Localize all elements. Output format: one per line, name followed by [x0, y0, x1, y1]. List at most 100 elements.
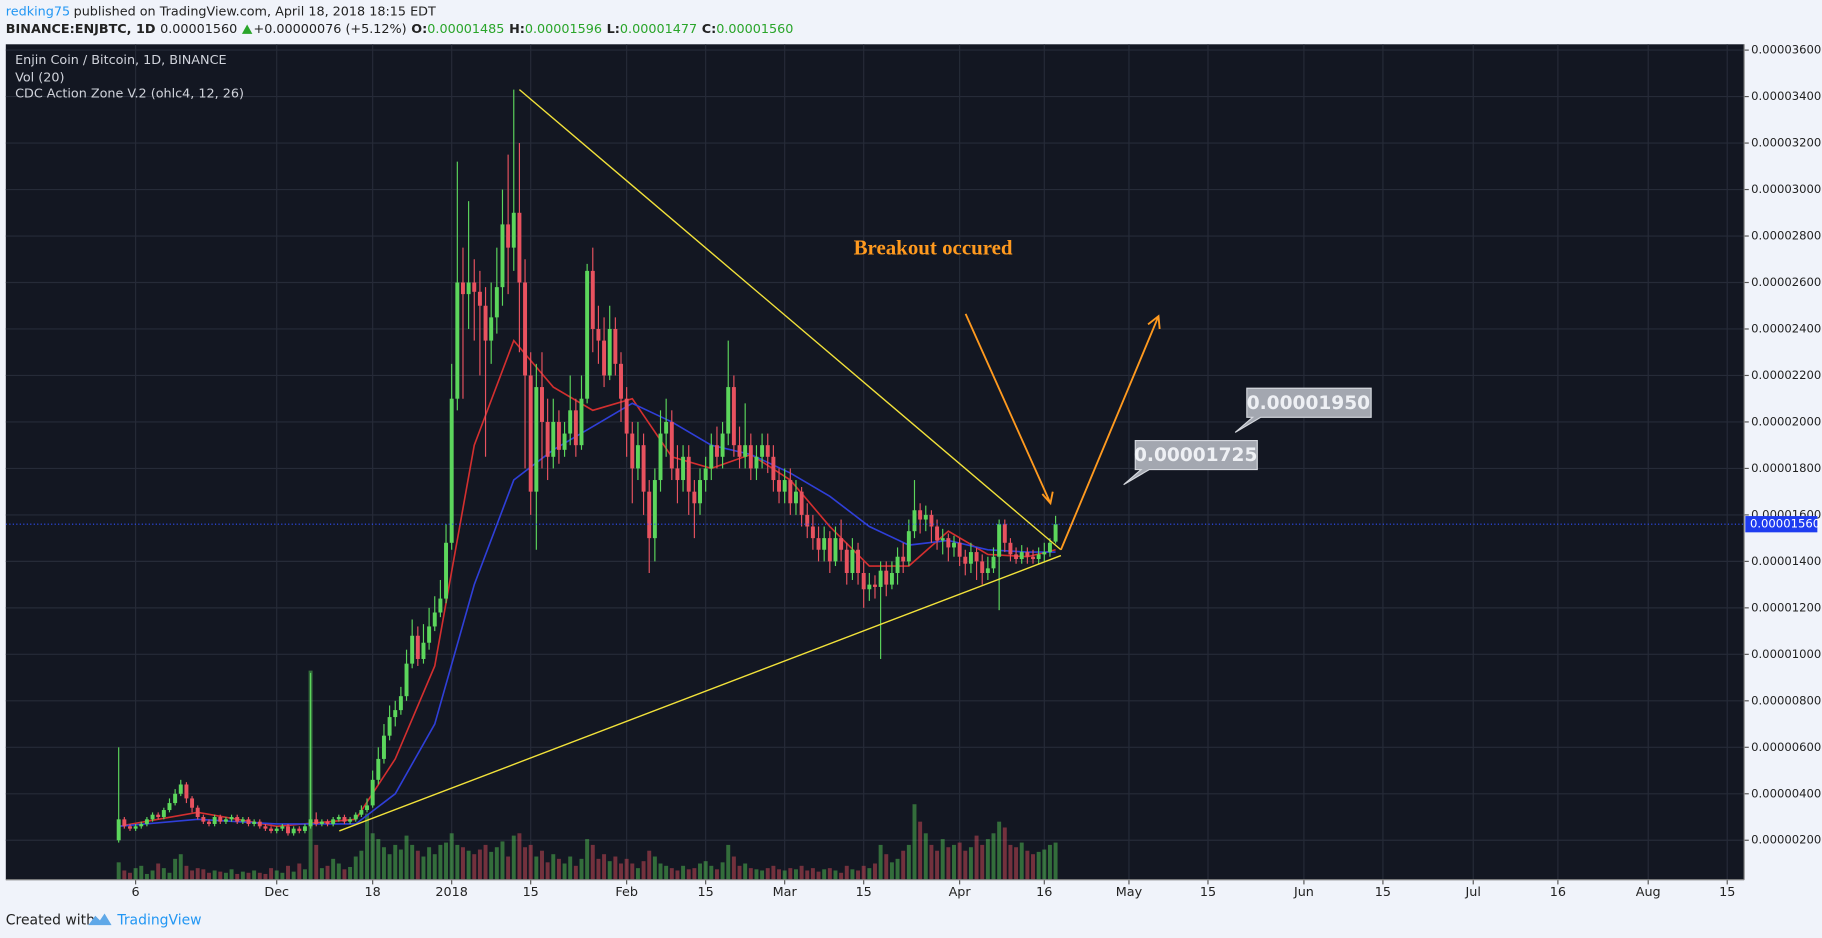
volume-bar [252, 870, 257, 880]
volume-bar [1002, 827, 1007, 880]
footer-brand[interactable]: TradingView [116, 912, 201, 928]
candle-body [483, 305, 488, 341]
candle-body [1036, 554, 1041, 560]
candle-body [590, 270, 595, 329]
volume-bar [635, 868, 640, 880]
volume-bar [286, 865, 290, 880]
c-value: 0.00001560 [716, 22, 793, 37]
volume-bar [579, 858, 584, 880]
candle-body [1031, 556, 1035, 560]
indicator-line [118, 402, 1056, 828]
x-tick-label: 2018 [435, 885, 468, 900]
volume-bar [235, 873, 240, 880]
volume-bar [912, 804, 917, 880]
candle-body [895, 556, 900, 573]
candle-body [822, 538, 827, 550]
volume-bar [985, 839, 990, 880]
candle-body [353, 814, 358, 820]
candle-body [156, 814, 161, 818]
candle-body [229, 817, 234, 820]
volume-bar [669, 868, 674, 880]
candle-body [161, 810, 166, 818]
candle-body [635, 445, 640, 469]
candle-body [737, 445, 742, 457]
volume-bar [223, 872, 228, 880]
volume-bar [229, 869, 234, 880]
callout-box [1234, 387, 1372, 433]
volume-bar [455, 844, 460, 880]
candle-body [748, 445, 753, 469]
candle-body [1008, 542, 1013, 555]
volume-bar [150, 870, 155, 880]
candle-body [381, 735, 386, 759]
candle-body [991, 556, 996, 569]
candle-body [314, 819, 319, 824]
volume-bar [827, 868, 832, 880]
volume-bar [602, 854, 607, 880]
y-tick-label: 0.00000600 [1751, 740, 1821, 754]
x-tick-label: 16 [1036, 885, 1052, 900]
volume-bar [782, 870, 787, 880]
volume-bar [359, 850, 364, 880]
trend-line [339, 554, 1062, 832]
y-tick-label: 0.00001200 [1751, 600, 1821, 614]
volume-bar [494, 847, 499, 880]
volume-bar [726, 844, 731, 880]
x-tick-label: 15 [1200, 885, 1216, 900]
volume-bar [122, 870, 127, 880]
volume-bar [173, 858, 178, 880]
volume-bar [878, 844, 883, 880]
header-line-1: redking75 published on TradingView.com, A… [6, 4, 436, 19]
volume-bar [1008, 844, 1013, 880]
candle-body [873, 584, 877, 587]
candle-body [545, 421, 550, 457]
candle-body [500, 224, 505, 288]
volume-bar [477, 849, 482, 880]
candle-body [455, 282, 460, 399]
change: +0.00000076 (+5.12%) [254, 22, 407, 37]
candle-body [664, 421, 669, 434]
candle-body [562, 433, 567, 450]
volume-bar [607, 861, 612, 880]
candle-body [726, 387, 731, 434]
volume-bar [460, 847, 465, 880]
volume-bar [765, 868, 770, 880]
volume-bar [263, 873, 268, 880]
volume-bar [218, 871, 223, 880]
candle-body [348, 819, 353, 822]
volume-bar [681, 865, 686, 880]
last-price-box [1745, 516, 1818, 533]
candle-body [968, 552, 973, 564]
volume-bar [793, 869, 798, 880]
candle-body [387, 717, 392, 736]
y-tick-label: 0.00000800 [1751, 693, 1821, 707]
candle-body [923, 514, 928, 520]
y-tick-label: 0.00000200 [1751, 833, 1821, 847]
volume-bar [889, 862, 894, 880]
candle-body [573, 410, 578, 446]
candle-body [150, 814, 155, 820]
candle-body [607, 328, 612, 376]
candle-body [839, 538, 844, 550]
candle-body [703, 468, 708, 481]
candle-body [218, 817, 223, 822]
candle-body [551, 421, 556, 457]
candle-body [997, 524, 1002, 557]
volume-bar [748, 868, 753, 880]
volume-bar [714, 869, 719, 880]
candle-body [692, 491, 697, 504]
volume-bar [968, 847, 973, 880]
candle-body [731, 387, 736, 446]
x-tick-label: Apr [949, 885, 972, 900]
volume-bar [720, 862, 725, 880]
volume-bar [128, 872, 132, 880]
y-tick-label: 0.00003000 [1751, 182, 1821, 196]
candle-body [144, 819, 149, 824]
candle-body [190, 798, 195, 808]
volume-bar [929, 844, 934, 880]
volume-bar [703, 861, 708, 880]
volume-bar [867, 868, 872, 880]
volume-bar [201, 869, 206, 880]
author[interactable]: redking75 [6, 4, 70, 19]
volume-bar [573, 865, 578, 880]
